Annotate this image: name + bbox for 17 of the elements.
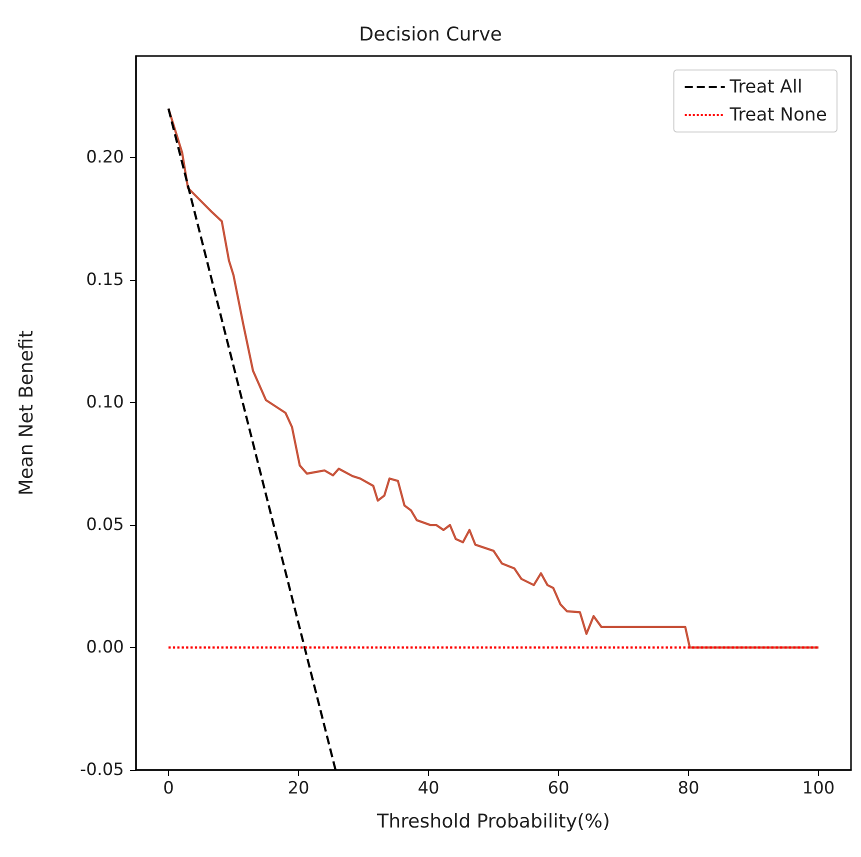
legend-label: Treat All [728, 76, 802, 98]
y-tick-label: -0.05 [80, 760, 124, 780]
y-tick-label: 0.15 [86, 270, 124, 290]
x-tick-label: 0 [163, 778, 174, 798]
x-tick-label: 80 [678, 778, 700, 798]
y-tick-label: 0.20 [86, 148, 124, 168]
x-axis-title: Threshold Probability(%) [376, 810, 610, 832]
y-tick-label: 0.05 [86, 515, 124, 536]
y-tick-label: 0.00 [86, 638, 124, 658]
x-tick-label: 100 [802, 778, 835, 798]
y-axis-title: Mean Net Benefit [16, 330, 38, 496]
y-tick-label: 0.10 [86, 392, 124, 413]
x-tick-label: 60 [548, 778, 570, 798]
x-tick-label: 40 [418, 778, 440, 798]
legend-label: Treat None [728, 104, 828, 126]
chart-title: Decision Curve [359, 24, 502, 46]
x-tick-label: 20 [288, 778, 310, 798]
